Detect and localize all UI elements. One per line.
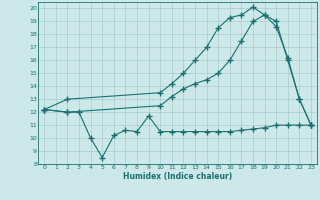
X-axis label: Humidex (Indice chaleur): Humidex (Indice chaleur) [123,172,232,181]
